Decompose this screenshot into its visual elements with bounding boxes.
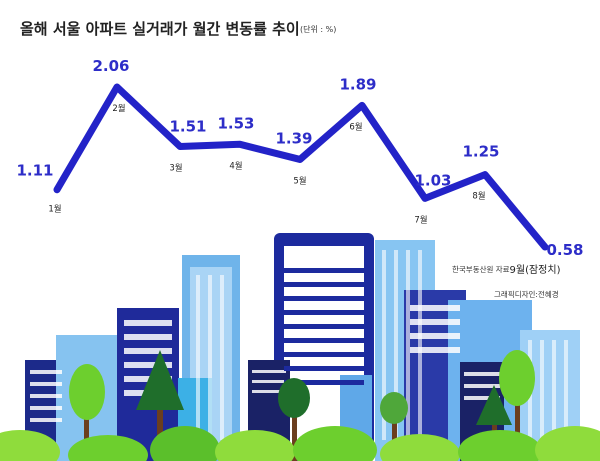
unit-label: (단위 : %) — [300, 25, 337, 34]
data-point — [422, 195, 428, 202]
value-label: 1.11 — [16, 162, 53, 180]
month-label: 9월(잠정치) — [510, 264, 561, 276]
city-skyline-illustration — [0, 233, 600, 461]
month-label: 3월 — [169, 162, 182, 173]
month-label: 8월 — [472, 191, 485, 202]
month-label: 5월 — [293, 175, 306, 186]
value-label: 2.06 — [92, 57, 129, 75]
value-label: 1.03 — [414, 171, 451, 189]
series-line — [53, 83, 549, 251]
data-point — [359, 102, 365, 109]
value-label: 1.53 — [217, 114, 254, 132]
month-label: 6월 — [349, 121, 362, 132]
data-point — [297, 156, 303, 163]
series-line-outline — [52, 82, 550, 252]
month-label: 2월 — [112, 103, 125, 114]
data-point — [177, 143, 183, 150]
month-label: 1월 — [48, 204, 61, 215]
designer-credit: 그래픽디자인:전혜경 — [494, 290, 559, 299]
data-point — [114, 84, 120, 90]
value-label: 1.39 — [275, 129, 312, 147]
month-label: 7월 — [414, 214, 427, 225]
data-point — [482, 171, 488, 178]
chart-title: 올해 서울 아파트 실거래가 월간 변동률 추이 — [20, 20, 300, 38]
data-point — [237, 141, 243, 148]
value-label: 1.89 — [339, 75, 376, 93]
data-point — [54, 186, 60, 193]
data-point — [542, 244, 548, 250]
value-label: 0.58 — [546, 241, 583, 259]
month-label: 4월 — [229, 160, 242, 171]
value-label: 1.25 — [462, 143, 499, 161]
value-label: 1.51 — [169, 117, 206, 135]
source-note: 한국부동산원 자료 — [452, 265, 510, 274]
